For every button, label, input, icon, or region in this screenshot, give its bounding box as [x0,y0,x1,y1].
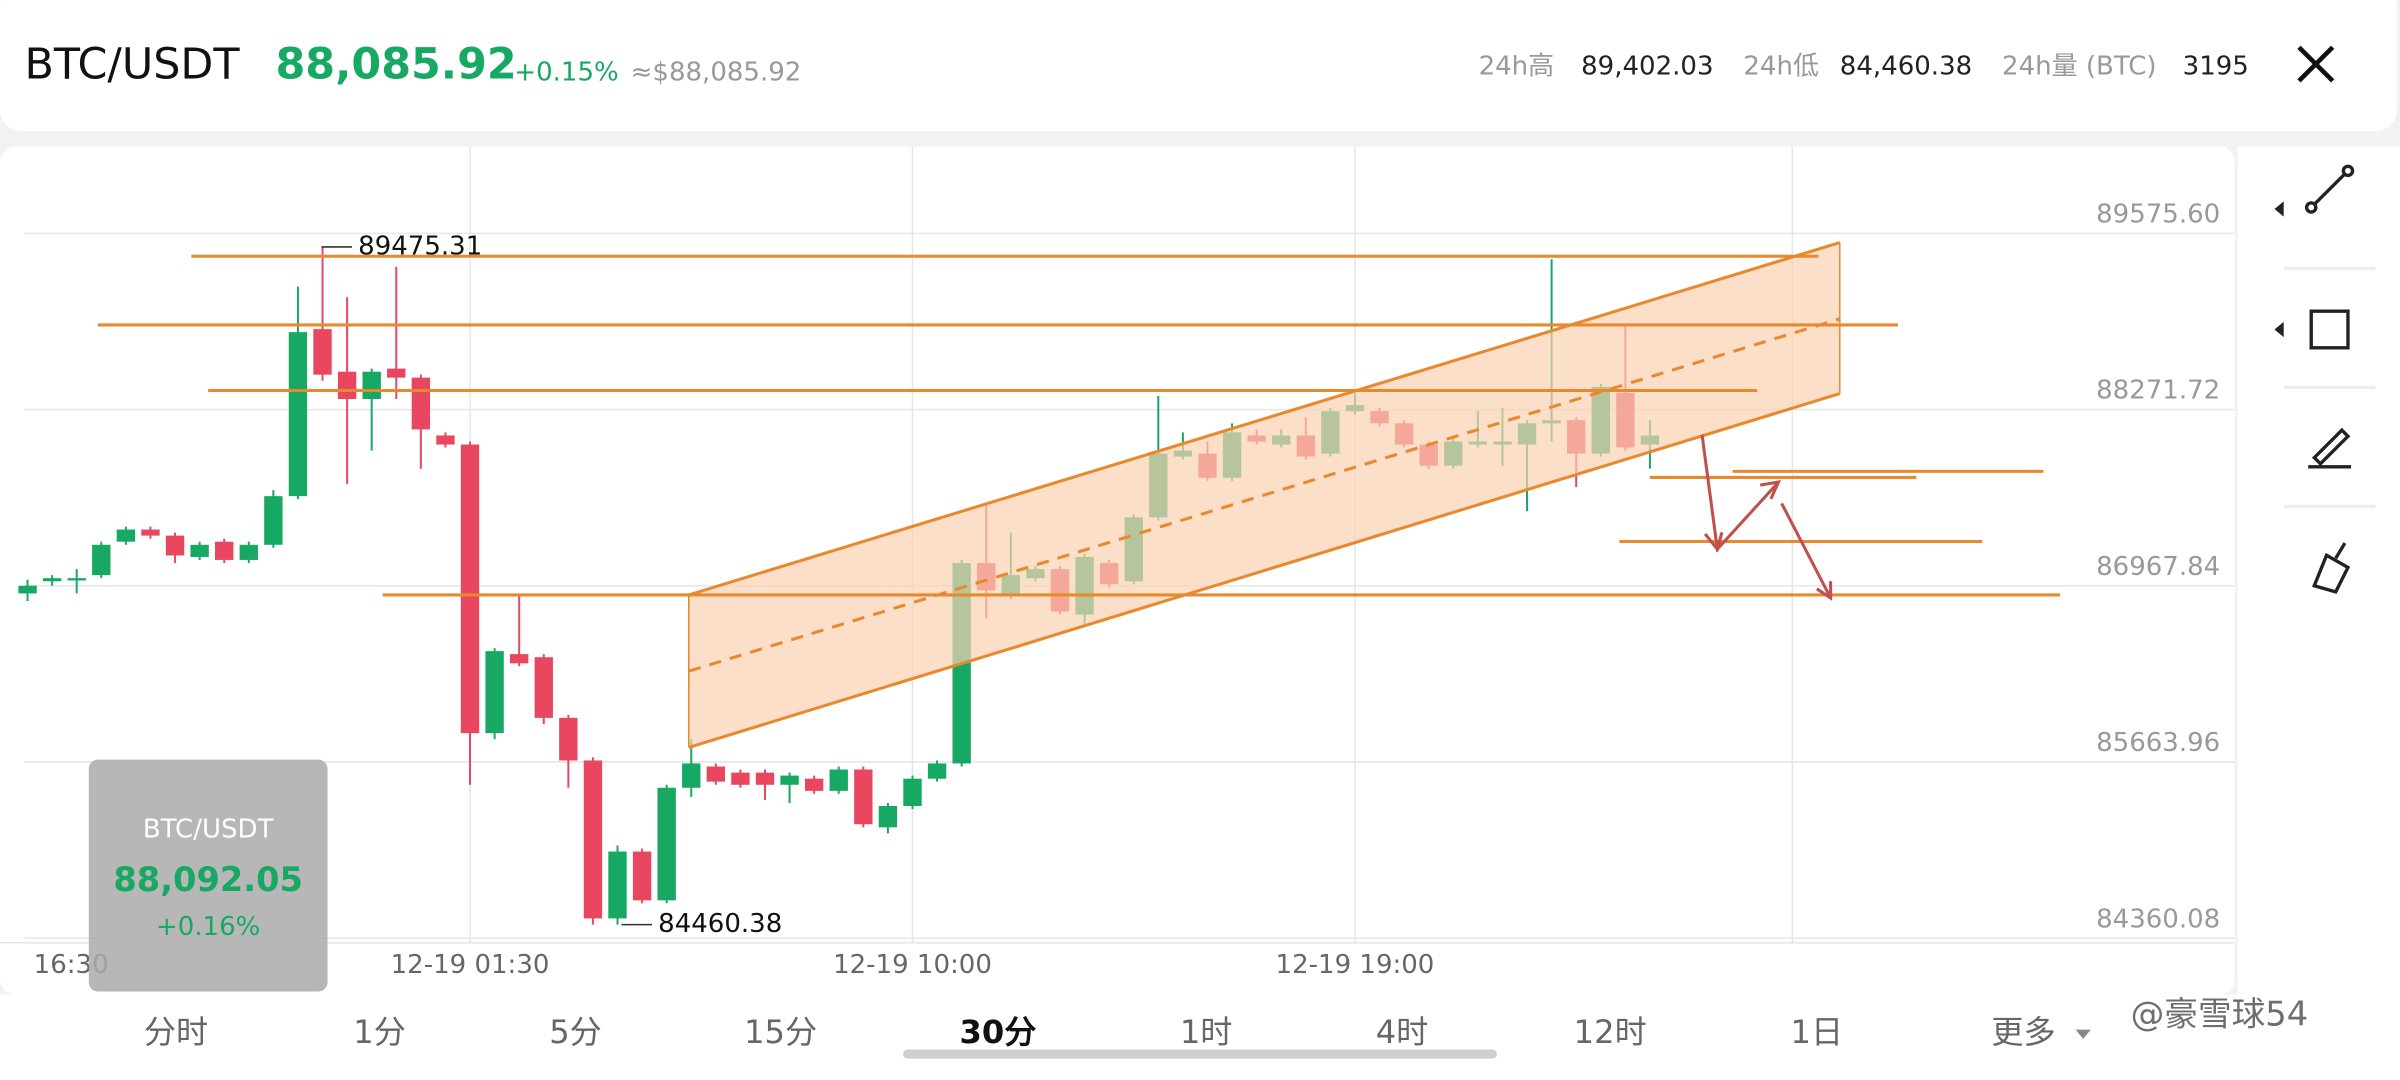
tab[interactable]: 4时 [1376,1013,1429,1051]
candle-body [706,766,726,782]
annotation-label: 84460.38 [658,909,782,939]
x-tick-label: 12-19 19:00 [1276,950,1435,980]
y-tick-label: 86967.84 [2096,552,2220,582]
y-tick-label: 89575.60 [2096,200,2220,230]
icon-shape-tool[interactable] [2309,309,2350,350]
tab[interactable]: 5分 [549,1013,602,1051]
candle-body [731,772,750,785]
tab-bar [0,994,2400,1080]
candle-body [215,541,234,560]
candle-body [42,578,62,582]
icon-dot [2341,164,2355,178]
tooltip-change: +0.16% [156,912,260,942]
candle-body [288,332,308,497]
candle-body [165,535,185,556]
tab[interactable]: 1分 [353,1013,406,1051]
candle-body [460,444,480,734]
close-button[interactable] [2297,45,2335,83]
y-tick-label: 84360.08 [2096,904,2220,934]
channel-top [688,241,1841,597]
candle-body [116,529,136,542]
candle-body [436,435,455,445]
arrow-head [1759,480,1782,500]
candle-body [510,654,529,664]
dropdown-caret [2075,1029,2091,1039]
icon-clear-tool[interactable] [2312,542,2351,594]
channel-bottom [688,392,1841,749]
tab[interactable]: 15分 [744,1013,817,1051]
tab[interactable]: 1日 [1791,1013,1844,1051]
stat-label: 24h量 (BTC) [2002,52,2157,82]
stat-label: 24h高 [1479,52,1555,82]
toolbar-icons [2274,164,2376,594]
tooltip-symbol: BTC/USDT [143,814,274,844]
candle-body [141,529,160,536]
approx-price: ≈$88,085.92 [631,58,802,88]
arrow-head [1815,581,1833,601]
candle-body [755,772,775,785]
candle-body [337,371,357,399]
change: +0.15% [514,58,618,88]
candle-body [854,769,873,825]
candle-body [411,377,431,430]
candle-body [583,760,603,919]
candle-body [387,368,406,378]
symbol: BTC/USDT [24,40,240,90]
candle-body [927,763,947,779]
candle-body [18,585,37,594]
candle-body [804,778,824,791]
stat-value: 89,402.03 [1581,52,1713,82]
drawings [97,241,2061,749]
tooltip-box [88,759,328,992]
y-tick-label: 85663.96 [2096,728,2220,758]
candle-body [485,651,504,734]
tab[interactable]: 12时 [1574,1013,1647,1051]
candle-body [608,851,627,919]
tabs: 分时 1分 5分 15分 30分 1时 4时 12时 1日 更多 [144,1013,2091,1051]
candle-body [362,371,381,399]
tab[interactable]: 更多 [1991,1013,2055,1051]
channel-mid [688,317,1841,673]
stat-value: 84,460.38 [1840,52,1972,82]
icon-arrow [2274,201,2284,217]
candle-body [632,851,652,901]
icon-dot [2304,201,2318,214]
x-tick-label: 12-19 01:30 [391,950,550,980]
stat-label: 24h低 [1743,52,1819,82]
candle-body [559,717,578,761]
tooltip-price: 88,092.05 [113,860,303,899]
candle-body [190,544,209,557]
arrow-head [1703,531,1724,553]
candle-body [264,496,283,545]
candle-body [682,763,701,788]
watermark: @豪雪球54 [2131,994,2309,1033]
header-bar [0,0,2397,132]
tab[interactable]: 1时 [1180,1013,1233,1051]
tab[interactable]: 分时 [144,1013,208,1051]
icon-line-tool[interactable] [2310,169,2350,209]
y-tick-label: 88271.72 [2096,376,2220,406]
candle-body [903,778,922,806]
tab[interactable]: 30分 [960,1013,1037,1051]
last-price: 88,085.92 [276,40,517,90]
icon-arrow [2274,321,2284,338]
stat-value: 3195 [2183,52,2249,82]
candle-body [239,544,258,560]
candle-body [878,805,898,828]
scrollbar [903,1049,1497,1059]
x-tick-label: 12-19 10:00 [833,950,992,980]
candle-body [780,775,799,785]
tooltip: BTC/USDT 88,092.05 +0.16% [88,759,328,992]
candle-body [829,769,848,791]
candle-body [67,578,86,581]
candle-body [534,657,553,718]
candle-body [657,787,676,901]
arrow [1780,502,1832,599]
candle-body [92,544,111,576]
icon-pen-tool[interactable] [2308,427,2352,469]
candle-body [313,329,332,375]
